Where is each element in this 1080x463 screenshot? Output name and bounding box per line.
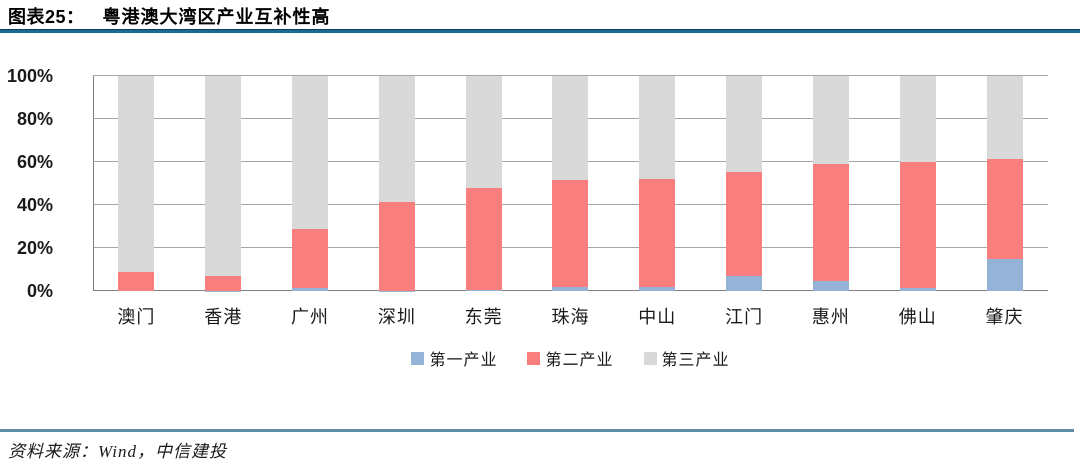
x-axis-labels: 澳门 香港 广州 深圳 东莞 珠海 中山 江门 惠州 佛山 肇庆 (93, 303, 1048, 329)
bar-segment (118, 272, 155, 291)
bar-segment (378, 202, 415, 291)
legend-item: 第三产业 (643, 346, 730, 370)
source-note: 资料来源：Wind，中信建投 (8, 442, 227, 461)
bar-segment (465, 290, 502, 291)
x-axis-label: 香港 (204, 307, 243, 327)
x-axis-label: 深圳 (377, 307, 416, 327)
bar-segment (552, 287, 589, 291)
legend-swatch-icon (643, 351, 657, 365)
y-axis-tick-label: 40% (16, 195, 53, 215)
y-axis-tick-label: 80% (16, 109, 53, 129)
bar-segment (292, 228, 329, 289)
bar-segment (812, 281, 849, 291)
x-axis-label: 东莞 (464, 307, 503, 327)
bar-slot-广州 (267, 76, 354, 291)
gridline (93, 75, 1048, 76)
bar-segment (899, 76, 936, 162)
bar-segment (378, 76, 415, 203)
plot-area: 0% 20% 40% 60% 80% 100% (7, 67, 1048, 300)
footer-rule (0, 429, 1074, 432)
bar-slot-珠海 (527, 76, 614, 291)
bar-slot-深圳 (353, 76, 440, 291)
bar-slot-佛山 (874, 76, 961, 291)
y-axis-tick-label: 100% (6, 66, 53, 86)
legend-swatch-icon (411, 351, 425, 365)
legend-label: 第二产业 (545, 352, 614, 369)
bar-slot-肇庆 (961, 76, 1048, 291)
bar-segment (552, 180, 589, 288)
bars-container (93, 76, 1048, 291)
stacked-bar (118, 76, 155, 291)
bar-slot-中山 (614, 76, 701, 291)
x-axis-label: 肇庆 (985, 307, 1024, 327)
bar-slot-香港 (180, 76, 267, 291)
bar-segment (986, 258, 1023, 291)
bar-slot-江门 (701, 76, 788, 291)
bar-slot-东莞 (440, 76, 527, 291)
x-axis-label: 江门 (725, 307, 764, 327)
y-axis-tick-label: 20% (16, 238, 53, 258)
bar-segment (292, 76, 329, 229)
bar-segment (986, 76, 1023, 159)
bar-segment (726, 275, 763, 291)
x-axis-label: 广州 (291, 307, 330, 327)
stacked-bar (986, 76, 1023, 291)
stacked-bar (726, 76, 763, 291)
legend-label: 第一产业 (429, 352, 498, 369)
stacked-bar (812, 76, 849, 291)
header-rule (0, 29, 1080, 33)
stacked-bar (378, 76, 415, 291)
bar-segment (205, 76, 242, 276)
bar-segment (726, 76, 763, 173)
page-title: 粤港澳大湾区产业互补性高 (102, 7, 331, 27)
bar-segment (899, 161, 936, 288)
bar-segment (292, 288, 329, 291)
x-axis-label: 惠州 (811, 307, 850, 327)
bar-slot-惠州 (788, 76, 875, 291)
figure-label: 图表25： (8, 7, 85, 27)
bar-segment (118, 76, 155, 273)
legend-item: 第二产业 (527, 346, 613, 370)
bar-segment (639, 179, 676, 288)
x-axis-label: 澳门 (117, 307, 156, 327)
x-axis-label: 佛山 (898, 307, 937, 327)
chart-header: 图表25： 粤港澳大湾区产业互补性高 (8, 3, 331, 29)
stacked-bar (552, 76, 589, 291)
legend: 第一产业 第二产业 第三产业 (93, 346, 1048, 370)
bar-segment (465, 76, 502, 189)
bar-segment (812, 163, 849, 282)
y-axis-tick-label: 60% (16, 152, 53, 172)
legend-swatch-icon (527, 351, 541, 365)
stacked-bar (465, 76, 502, 291)
legend-item: 第一产业 (411, 346, 497, 370)
y-axis-line (93, 76, 94, 291)
x-axis-label: 中山 (638, 307, 677, 327)
y-axis-tick-label: 0% (26, 281, 53, 301)
bar-segment (639, 76, 676, 180)
stacked-bar (639, 76, 676, 291)
bar-segment (899, 287, 936, 291)
stacked-bar (292, 76, 329, 291)
bar-segment (639, 287, 676, 291)
bar-segment (465, 188, 502, 291)
bar-segment (726, 172, 763, 276)
x-axis-label: 珠海 (551, 307, 590, 327)
bar-segment (205, 275, 242, 291)
bar-slot-澳门 (93, 76, 180, 291)
stacked-bar (899, 76, 936, 291)
bar-segment (812, 76, 849, 164)
stacked-bar (205, 76, 242, 291)
bar-segment (552, 76, 589, 181)
legend-label: 第三产业 (661, 352, 730, 369)
bar-segment (986, 159, 1023, 259)
